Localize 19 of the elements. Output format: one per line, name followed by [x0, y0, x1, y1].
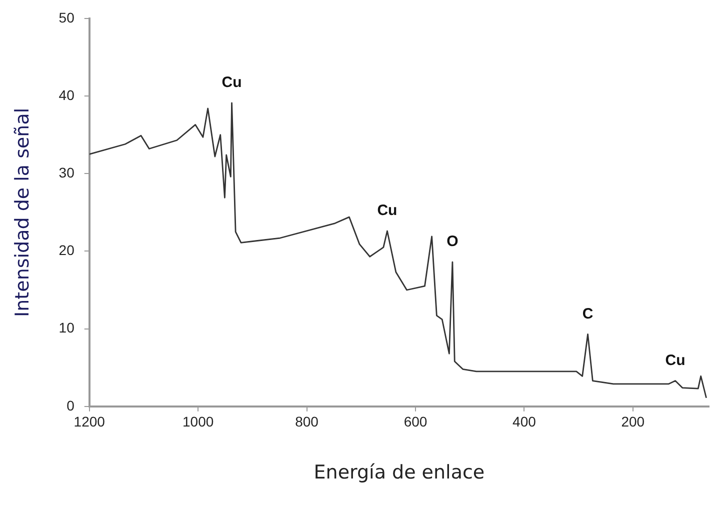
annotation: Cu: [222, 74, 242, 92]
y-tick-label: 0: [66, 397, 75, 414]
annotation: Cu: [665, 352, 686, 369]
annotation: C: [582, 305, 594, 322]
x-axis-title: Energía de enlace: [314, 462, 485, 484]
x-tick-label: 200: [621, 414, 645, 430]
y-axis-title: Intensidad de la señal: [11, 108, 34, 317]
y-tick-label: 30: [58, 164, 75, 180]
y-tick-label: 10: [58, 320, 75, 336]
y-tick-label: 50: [58, 9, 75, 26]
x-tick-label: 400: [512, 414, 536, 430]
x-tick-label: 1200: [74, 414, 106, 430]
y-tick-label: 20: [58, 242, 75, 258]
y-tick-label: 40: [58, 86, 75, 103]
x-tick-label: 600: [404, 414, 428, 430]
annotation: Cu: [377, 202, 398, 220]
x-tick-label: 800: [295, 414, 319, 430]
annotation: O: [446, 233, 459, 250]
x-tick-label: 1000: [182, 414, 214, 430]
